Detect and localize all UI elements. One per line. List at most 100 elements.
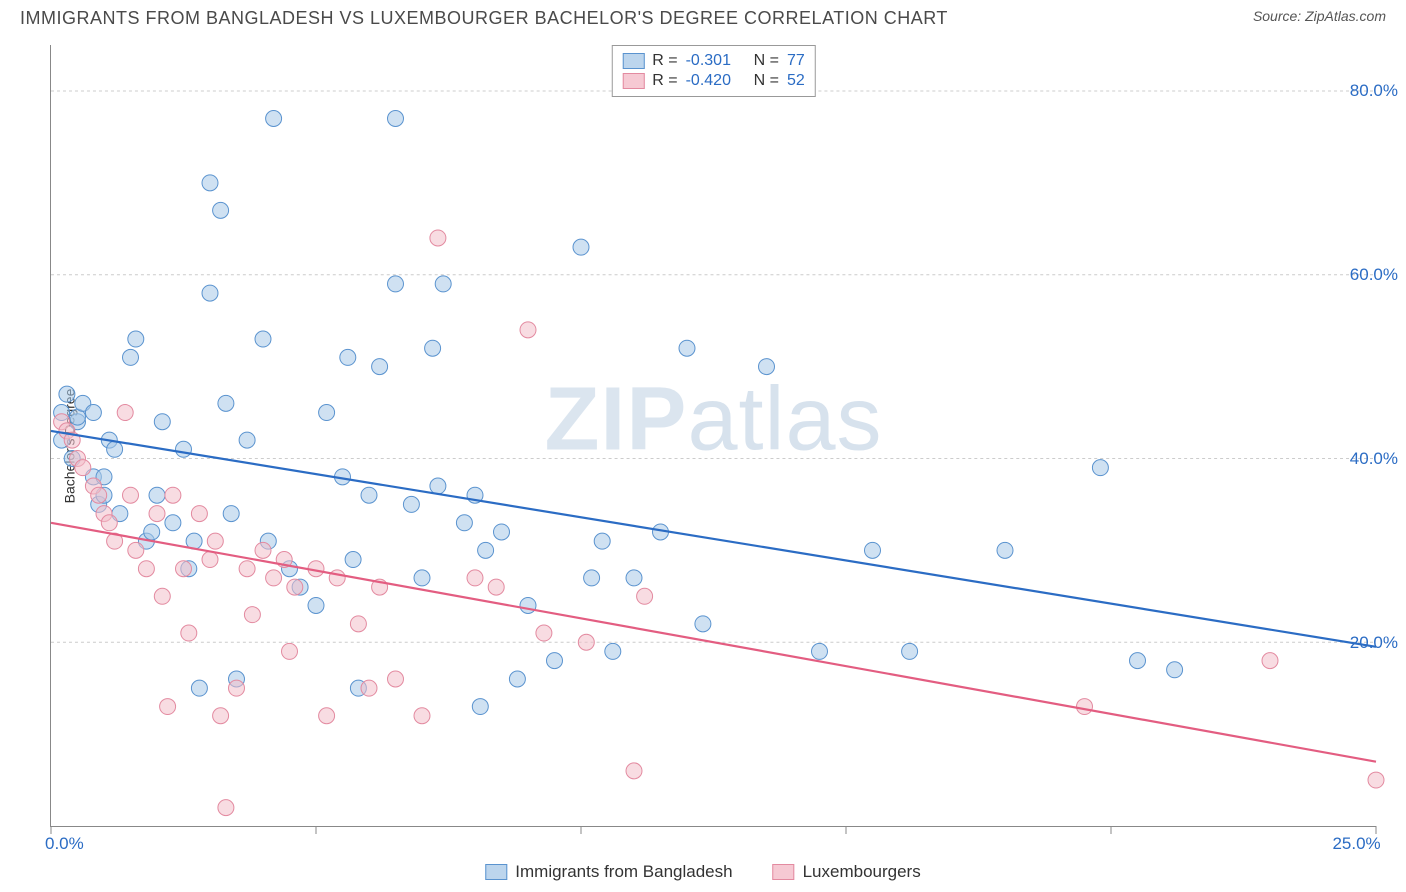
data-point (138, 561, 154, 577)
chart-area: ZIPatlas R =-0.301N =77R =-0.420N =52 (50, 45, 1376, 827)
data-point (59, 386, 75, 402)
legend-row: R =-0.420N =52 (622, 72, 804, 90)
data-point (637, 588, 653, 604)
data-point (149, 487, 165, 503)
data-point (578, 634, 594, 650)
n-value: 77 (787, 52, 805, 70)
series-legend: Immigrants from Bangladesh Luxembourgers (485, 862, 920, 882)
data-point (605, 643, 621, 659)
source-prefix: Source: (1253, 8, 1305, 24)
data-point (425, 340, 441, 356)
source-attribution: Source: ZipAtlas.com (1253, 8, 1386, 24)
data-point (181, 625, 197, 641)
data-point (414, 570, 430, 586)
data-point (165, 515, 181, 531)
data-point (287, 579, 303, 595)
data-point (176, 561, 192, 577)
data-point (1077, 699, 1093, 715)
data-point (255, 542, 271, 558)
data-point (123, 487, 139, 503)
y-tick-label: 20.0% (1350, 633, 1398, 653)
data-point (759, 359, 775, 375)
data-point (207, 533, 223, 549)
r-label: R = (652, 72, 677, 90)
data-point (997, 542, 1013, 558)
data-point (679, 340, 695, 356)
data-point (902, 643, 918, 659)
data-point (536, 625, 552, 641)
data-point (1130, 653, 1146, 669)
data-point (1262, 653, 1278, 669)
data-point (520, 322, 536, 338)
data-point (1167, 662, 1183, 678)
y-tick-label: 80.0% (1350, 81, 1398, 101)
data-point (282, 643, 298, 659)
data-point (435, 276, 451, 292)
data-point (266, 111, 282, 127)
legend-label: Immigrants from Bangladesh (515, 862, 732, 882)
data-point (123, 349, 139, 365)
legend-swatch (485, 864, 507, 880)
data-point (144, 524, 160, 540)
data-point (573, 239, 589, 255)
legend-item: Luxembourgers (773, 862, 921, 882)
data-point (176, 441, 192, 457)
data-point (91, 487, 107, 503)
legend-label: Luxembourgers (803, 862, 921, 882)
data-point (388, 671, 404, 687)
data-point (520, 597, 536, 613)
scatter-plot-svg (51, 45, 1376, 826)
data-point (494, 524, 510, 540)
y-tick-label: 60.0% (1350, 265, 1398, 285)
data-point (244, 607, 260, 623)
data-point (388, 276, 404, 292)
data-point (202, 285, 218, 301)
data-point (255, 331, 271, 347)
data-point (472, 699, 488, 715)
data-point (1368, 772, 1384, 788)
data-point (488, 579, 504, 595)
data-point (218, 395, 234, 411)
data-point (85, 405, 101, 421)
data-point (191, 680, 207, 696)
data-point (340, 349, 356, 365)
data-point (430, 230, 446, 246)
correlation-legend: R = -0.301 N = 77 R =-0.420N =52 (611, 45, 815, 97)
data-point (154, 588, 170, 604)
data-point (478, 542, 494, 558)
r-label: R = (652, 52, 677, 70)
data-point (213, 708, 229, 724)
data-point (414, 708, 430, 724)
data-point (154, 414, 170, 430)
legend-swatch (622, 73, 644, 89)
data-point (403, 496, 419, 512)
r-value: -0.301 (686, 52, 746, 70)
data-point (626, 570, 642, 586)
data-point (308, 597, 324, 613)
data-point (467, 570, 483, 586)
data-point (361, 680, 377, 696)
data-point (695, 616, 711, 632)
data-point (191, 506, 207, 522)
n-label: N = (754, 52, 779, 70)
data-point (75, 460, 91, 476)
data-point (117, 405, 133, 421)
data-point (266, 570, 282, 586)
legend-swatch (773, 864, 795, 880)
x-tick-label: 0.0% (45, 834, 84, 854)
data-point (319, 405, 335, 421)
data-point (626, 763, 642, 779)
data-point (218, 800, 234, 816)
data-point (594, 533, 610, 549)
data-point (202, 175, 218, 191)
data-point (372, 359, 388, 375)
data-point (223, 506, 239, 522)
data-point (361, 487, 377, 503)
data-point (584, 570, 600, 586)
data-point (101, 515, 117, 531)
data-point (812, 643, 828, 659)
data-point (202, 552, 218, 568)
x-tick-label: 25.0% (1332, 834, 1380, 854)
legend-swatch (622, 53, 644, 69)
data-point (160, 699, 176, 715)
